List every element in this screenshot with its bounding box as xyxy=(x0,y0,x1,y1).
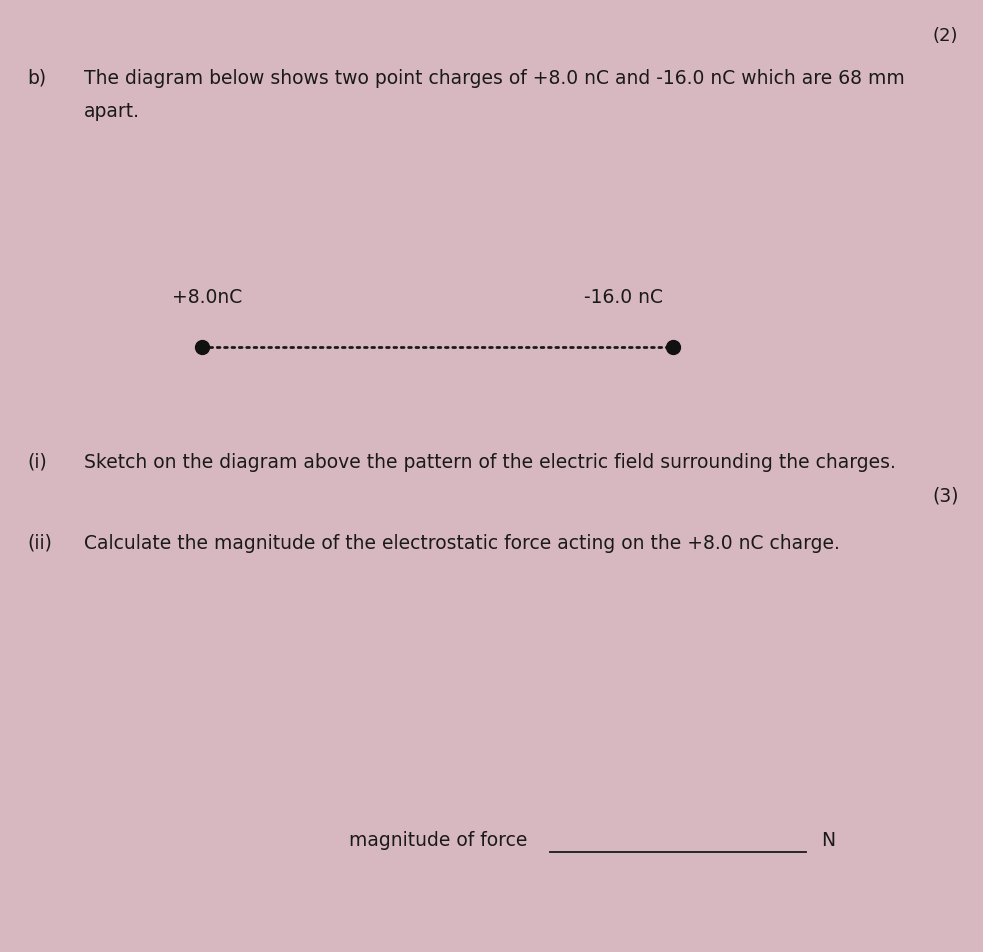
Text: b): b) xyxy=(28,69,46,88)
Text: (3): (3) xyxy=(932,486,958,505)
Text: Sketch on the diagram above the pattern of the electric field surrounding the ch: Sketch on the diagram above the pattern … xyxy=(84,452,896,471)
Text: Calculate the magnitude of the electrostatic force acting on the +8.0 nC charge.: Calculate the magnitude of the electrost… xyxy=(84,533,839,552)
Text: (2): (2) xyxy=(933,27,958,45)
Text: (ii): (ii) xyxy=(28,533,52,552)
Text: (i): (i) xyxy=(28,452,47,471)
Text: +8.0nC: +8.0nC xyxy=(172,288,242,307)
Text: magnitude of force: magnitude of force xyxy=(349,830,527,849)
Text: N: N xyxy=(821,830,835,849)
Text: The diagram below shows two point charges of +8.0 nC and -16.0 nC which are 68 m: The diagram below shows two point charge… xyxy=(84,69,904,88)
Text: -16.0 nC: -16.0 nC xyxy=(584,288,663,307)
Text: apart.: apart. xyxy=(84,102,140,121)
